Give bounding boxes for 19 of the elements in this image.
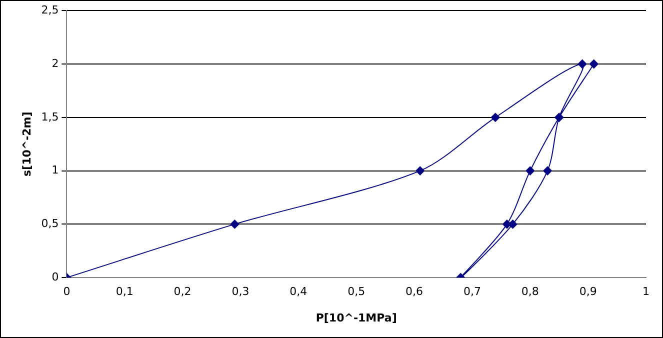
x-axis-title: P[10^-1MPa] bbox=[316, 311, 397, 324]
x-tick-label: 0,6 bbox=[406, 285, 424, 298]
x-tick-label: 0,3 bbox=[232, 285, 250, 298]
x-tick-label: 0,5 bbox=[348, 285, 366, 298]
y-axis-title: s[10^-2m] bbox=[20, 112, 34, 177]
x-tick-label: 0,2 bbox=[174, 285, 192, 298]
x-tick-label: 0 bbox=[63, 285, 70, 298]
x-tick-label: 0,4 bbox=[290, 285, 308, 298]
y-tick-label: 1 bbox=[52, 164, 59, 177]
y-tick-label: 2 bbox=[52, 56, 59, 70]
y-tick-label: 1,5 bbox=[41, 110, 59, 124]
y-tick-label: 2,5 bbox=[41, 3, 59, 16]
y-tick-label: 0 bbox=[52, 270, 59, 284]
x-tick-label: 1 bbox=[642, 285, 650, 298]
y-tick-label: 0,5 bbox=[41, 217, 59, 230]
x-tick-label: 0,1 bbox=[116, 285, 134, 298]
x-tick-label: 0,9 bbox=[579, 285, 597, 298]
x-tick-label: 0,7 bbox=[463, 285, 481, 298]
x-tick-label: 0,8 bbox=[521, 285, 539, 298]
